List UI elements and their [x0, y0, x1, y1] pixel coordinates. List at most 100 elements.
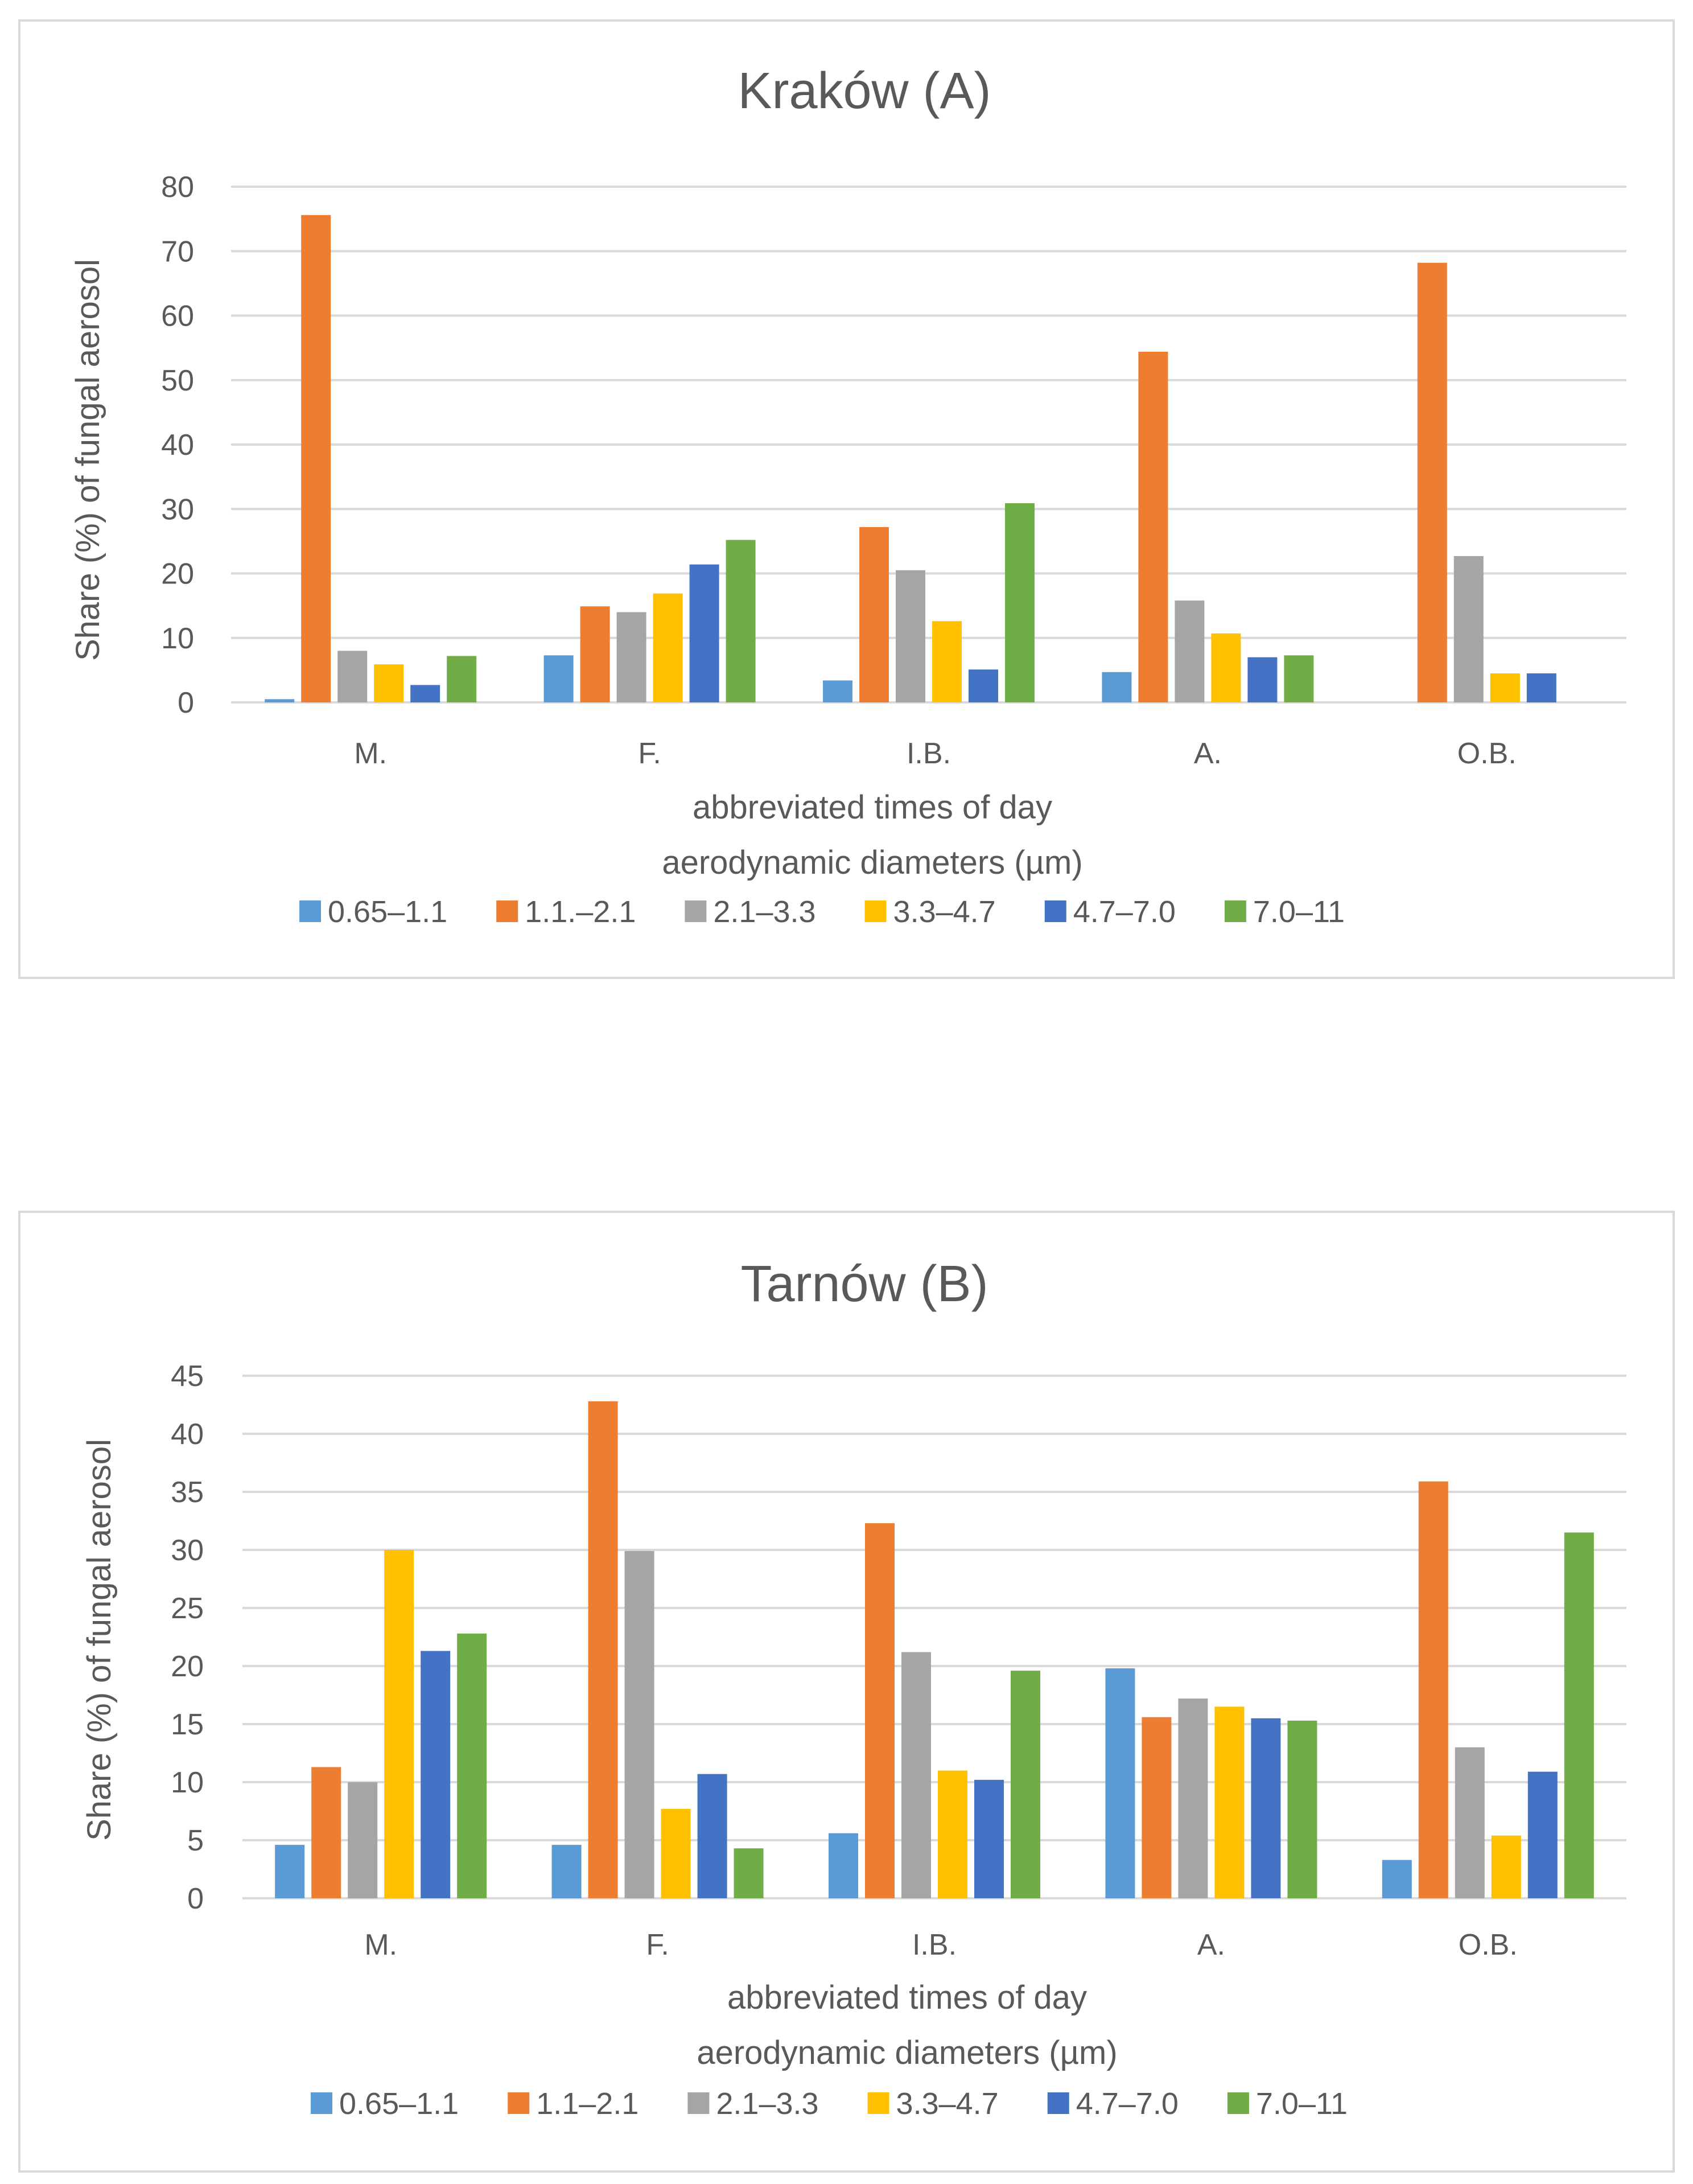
bar: [447, 656, 477, 702]
x-tick-label: I.B.: [907, 737, 951, 770]
y-tick-label: 15: [171, 1708, 204, 1741]
bar: [543, 655, 574, 702]
legend-swatch: [1224, 900, 1246, 922]
bar: [1287, 1720, 1317, 1898]
x-tick-label: F.: [638, 737, 661, 770]
bar: [829, 1833, 858, 1898]
bar: [653, 593, 683, 702]
x-tick-label: A.: [1197, 1928, 1225, 1961]
legend-label: 4.7–7.0: [1073, 895, 1176, 929]
legend-label: 3.3–4.7: [896, 2087, 999, 2121]
bar: [932, 621, 962, 702]
chart-tarnow: Tarnów (B) 0 5 10 15 20 25 30 35 40 45 M. F. I.B. A.…: [81, 1256, 1626, 2121]
bar: [1005, 503, 1035, 702]
legend-swatch: [685, 900, 707, 922]
bar: [551, 1845, 582, 1898]
legend-label: 0.65–1.1: [328, 895, 447, 929]
x-tick-label: O.B.: [1457, 737, 1517, 770]
y-tick-label: 20: [161, 558, 194, 591]
y-tick-label: 10: [161, 622, 194, 655]
bar: [1102, 672, 1132, 702]
legend-label: 2.1–3.3: [716, 2087, 818, 2121]
y-tick-label: 70: [161, 235, 194, 268]
bar: [1527, 1771, 1558, 1898]
bar: [265, 699, 295, 702]
y-tick-label: 25: [171, 1592, 204, 1625]
y-tick-label: 45: [171, 1360, 204, 1393]
legend-swatch: [687, 2092, 710, 2114]
legend-title: aerodynamic diameters (µm): [697, 2034, 1117, 2071]
legend-swatch: [496, 900, 518, 922]
bar: [1490, 673, 1520, 702]
legend-label: 1.1–2.1: [536, 2087, 639, 2121]
bar: [624, 1551, 654, 1898]
legend-label: 2.1–3.3: [713, 895, 815, 929]
bar: [1247, 657, 1278, 702]
y-axis-title: Share (%) of fungal aerosol: [69, 259, 106, 661]
legend-swatch: [508, 2092, 530, 2114]
chart-panel-tarnow: Tarnów (B) 0 5 10 15 20 25 30 35 40 45 M. F. I.B. A.…: [18, 1211, 1675, 2173]
x-tick-label: M.: [354, 737, 387, 770]
bar: [311, 1767, 341, 1898]
bar: [1214, 1706, 1245, 1898]
x-tick-label: F.: [646, 1928, 669, 1961]
chart-title: Tarnów (B): [740, 1256, 988, 1313]
bar: [374, 664, 404, 702]
legend-label: 7.0–11: [1256, 2087, 1348, 2121]
legend-label: 0.65–1.1: [339, 2087, 459, 2121]
y-tick-label: 40: [171, 1418, 204, 1451]
bar: [1142, 1717, 1172, 1898]
bar: [1382, 1860, 1412, 1898]
bar: [1526, 673, 1556, 702]
chart-panel-krakow: Kraków (A) 0 10 20 30 40 50 60 70 80 M. F. I.B. A. O…: [18, 19, 1675, 979]
bar: [588, 1401, 618, 1898]
bar: [1138, 351, 1168, 702]
y-tick-label: 35: [171, 1476, 204, 1509]
chart-title: Kraków (A): [738, 63, 991, 120]
chart-krakow: Kraków (A) 0 10 20 30 40 50 60 70 80 M. F. I.B. A. O…: [69, 63, 1626, 929]
bar: [616, 612, 646, 702]
y-axis-title: Share (%) of fungal aerosol: [81, 1439, 118, 1841]
bar: [974, 1779, 1004, 1898]
bar: [1418, 1481, 1448, 1898]
bar: [1284, 655, 1314, 702]
bar: [1011, 1671, 1040, 1898]
x-tick-label: A.: [1194, 737, 1222, 770]
x-axis-title: abbreviated times of day: [727, 1979, 1087, 2016]
bar: [1211, 633, 1241, 702]
legend-label: 4.7–7.0: [1076, 2087, 1179, 2121]
legend-swatch: [1047, 2092, 1069, 2114]
legend-swatch: [299, 900, 321, 922]
y-tick-label: 80: [161, 171, 194, 204]
legend-title: aerodynamic diameters (µm): [662, 844, 1082, 881]
bar: [865, 1523, 895, 1898]
bar: [580, 606, 610, 702]
bar: [823, 680, 852, 702]
x-tick-label: I.B.: [912, 1928, 957, 1961]
bar: [1417, 262, 1447, 702]
y-tick-label: 30: [161, 493, 194, 526]
bar: [697, 1774, 727, 1898]
y-tick-label: 0: [187, 1882, 204, 1915]
y-tick-label: 50: [161, 364, 194, 397]
bar: [1453, 556, 1484, 702]
legend-swatch: [1227, 2092, 1249, 2114]
y-tick-label: 60: [161, 300, 194, 333]
bar: [896, 570, 925, 702]
legend-label: 7.0–11: [1253, 895, 1345, 929]
bar: [1178, 1698, 1208, 1898]
bar: [969, 669, 998, 702]
bar: [901, 1652, 931, 1898]
bar: [661, 1808, 691, 1898]
bar: [689, 564, 719, 702]
bar: [421, 1651, 451, 1898]
bar: [301, 215, 331, 703]
bar: [1105, 1668, 1135, 1898]
legend-swatch: [864, 900, 887, 922]
bar: [859, 527, 889, 702]
legend-swatch: [311, 2092, 332, 2114]
bar: [348, 1782, 378, 1898]
x-tick-label: O.B.: [1459, 1928, 1518, 1961]
bar: [275, 1845, 305, 1898]
bar: [1564, 1532, 1594, 1898]
